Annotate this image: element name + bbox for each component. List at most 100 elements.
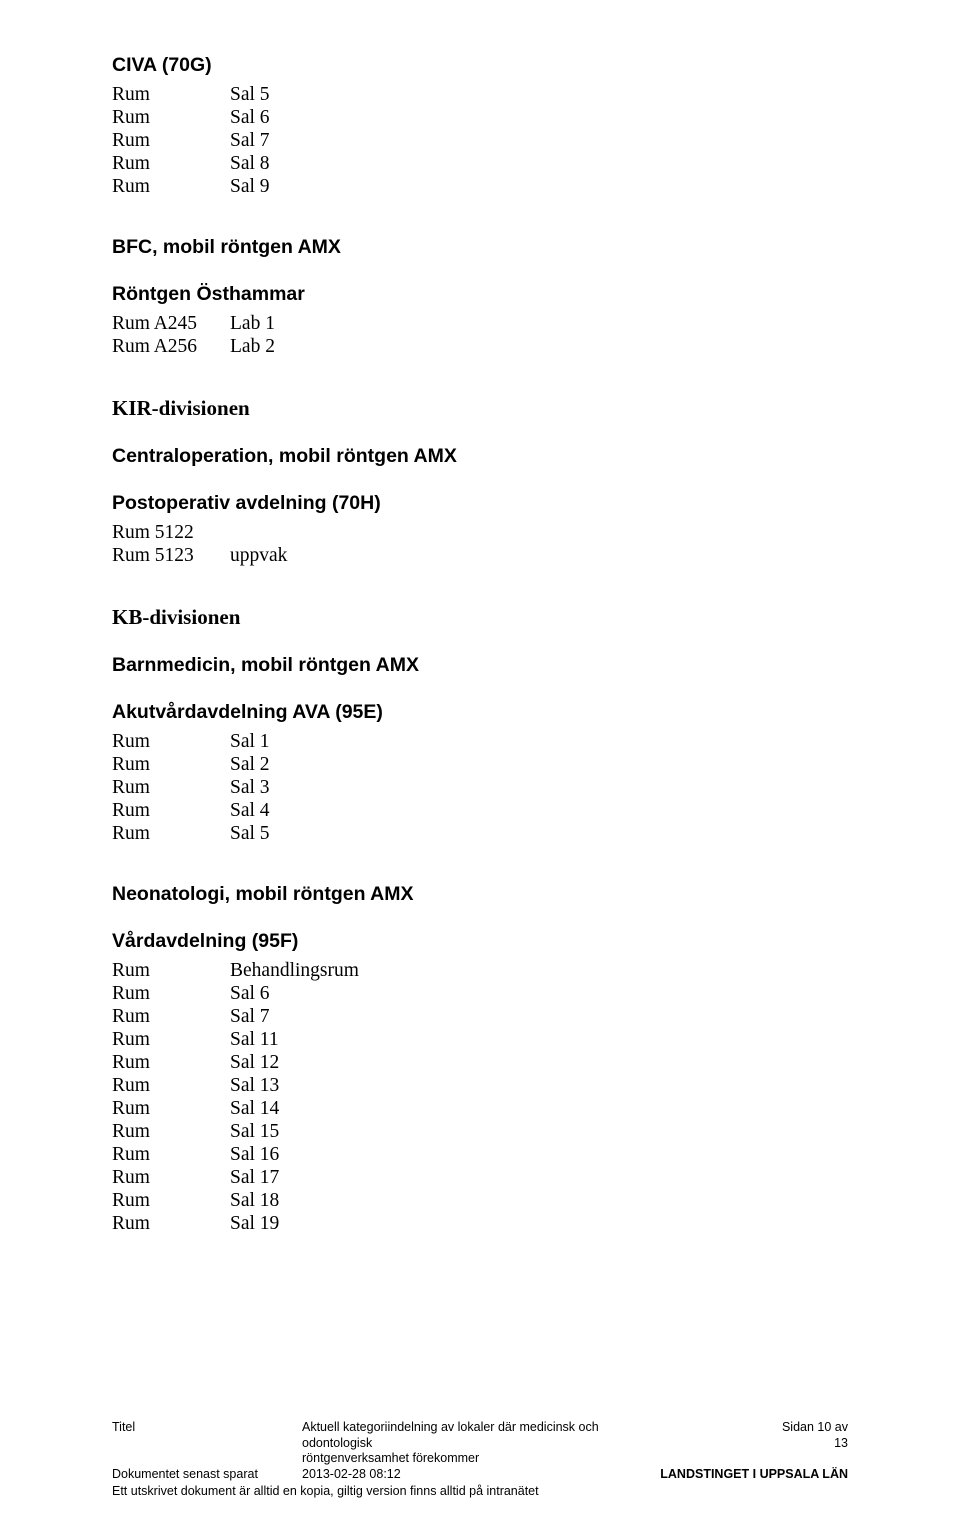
cell: Rum 5123 [112, 544, 230, 567]
cell: Sal 13 [230, 1074, 848, 1097]
table-row: RumSal 14 [112, 1097, 848, 1120]
cell: Sal 16 [230, 1143, 848, 1166]
cell: Rum [112, 959, 230, 982]
cell: Rum [112, 776, 230, 799]
cell: Sal 2 [230, 753, 848, 776]
cell: Rum A245 [112, 312, 230, 335]
table-row: Rum A245Lab 1 [112, 312, 848, 335]
cell: Sal 9 [230, 175, 848, 198]
footer-titel-label: Titel [112, 1420, 302, 1436]
cell: Rum [112, 730, 230, 753]
cell: Sal 19 [230, 1212, 848, 1235]
cell: Sal 17 [230, 1166, 848, 1189]
cell: Rum [112, 799, 230, 822]
heading-centraloperation: Centraloperation, mobil röntgen AMX [112, 445, 848, 468]
cell: Sal 12 [230, 1051, 848, 1074]
footer-saved-value: 2013-02-28 08:12 [302, 1467, 648, 1483]
cell: Rum [112, 1074, 230, 1097]
cell [230, 521, 848, 544]
cell: Rum [112, 1097, 230, 1120]
cell: Rum [112, 1120, 230, 1143]
footer-titel-line2: röntgenverksamhet förekommer [302, 1451, 648, 1467]
cell: Sal 3 [230, 776, 848, 799]
cell: Rum [112, 1166, 230, 1189]
cell: Sal 6 [230, 106, 848, 129]
table-row: RumSal 11 [112, 1028, 848, 1051]
cell: Sal 5 [230, 83, 848, 106]
footer-saved-label: Dokumentet senast sparat [112, 1467, 302, 1483]
cell: Rum 5122 [112, 521, 230, 544]
cell: Rum [112, 1051, 230, 1074]
heading-civa: CIVA (70G) [112, 54, 848, 77]
table-row: RumSal 12 [112, 1051, 848, 1074]
cell: Sal 7 [230, 1005, 848, 1028]
footer-page-line2: 13 [648, 1436, 848, 1452]
cell: Lab 2 [230, 335, 848, 358]
heading-bfc: BFC, mobil röntgen AMX [112, 236, 848, 259]
table-row: RumSal 13 [112, 1074, 848, 1097]
cell: Sal 4 [230, 799, 848, 822]
heading-barnmedicin: Barnmedicin, mobil röntgen AMX [112, 654, 848, 677]
heading-kb-division: KB-divisionen [112, 605, 848, 630]
cell: Rum [112, 129, 230, 152]
table-row: Rum A256Lab 2 [112, 335, 848, 358]
footer: Titel Aktuell kategoriindelning av lokal… [112, 1420, 848, 1500]
cell: Lab 1 [230, 312, 848, 335]
cell: Sal 11 [230, 1028, 848, 1051]
table-row: RumSal 6 [112, 106, 848, 129]
cell: Behandlingsrum [230, 959, 848, 982]
table-row: RumSal 18 [112, 1189, 848, 1212]
footer-org: LANDSTINGET I UPPSALA LÄN [648, 1467, 848, 1483]
cell: Sal 7 [230, 129, 848, 152]
table-row: RumSal 6 [112, 982, 848, 1005]
table-row: Rum 5123uppvak [112, 544, 848, 567]
cell: Sal 5 [230, 822, 848, 845]
cell: Sal 18 [230, 1189, 848, 1212]
cell: Rum [112, 152, 230, 175]
cell: Rum [112, 753, 230, 776]
cell: Rum [112, 982, 230, 1005]
footer-titel-line1: Aktuell kategoriindelning av lokaler där… [302, 1420, 648, 1451]
cell: Sal 1 [230, 730, 848, 753]
heading-akutvard: Akutvårdavdelning AVA (95E) [112, 701, 848, 724]
table-row: RumBehandlingsrum [112, 959, 848, 982]
cell: Rum [112, 1005, 230, 1028]
cell: Rum [112, 1028, 230, 1051]
table-row: RumSal 16 [112, 1143, 848, 1166]
table-row: RumSal 8 [112, 152, 848, 175]
heading-postoperativ: Postoperativ avdelning (70H) [112, 492, 848, 515]
cell: Rum [112, 1143, 230, 1166]
heading-vardavdelning: Vårdavdelning (95F) [112, 930, 848, 953]
cell: Sal 6 [230, 982, 848, 1005]
cell: Sal 14 [230, 1097, 848, 1120]
table-row: RumSal 9 [112, 175, 848, 198]
table-row: RumSal 5 [112, 83, 848, 106]
table-row: RumSal 1 [112, 730, 848, 753]
table-row: RumSal 15 [112, 1120, 848, 1143]
heading-osthammar: Röntgen Östhammar [112, 283, 848, 306]
cell: uppvak [230, 544, 848, 567]
cell: Rum [112, 175, 230, 198]
table-row: RumSal 7 [112, 1005, 848, 1028]
table-row: RumSal 2 [112, 753, 848, 776]
page: CIVA (70G) RumSal 5 RumSal 6 RumSal 7 Ru… [0, 0, 960, 1526]
table-row: RumSal 5 [112, 822, 848, 845]
table-row: RumSal 4 [112, 799, 848, 822]
cell: Sal 8 [230, 152, 848, 175]
footer-note: Ett utskrivet dokument är alltid en kopi… [112, 1484, 848, 1500]
cell: Rum A256 [112, 335, 230, 358]
footer-page-line1: Sidan 10 av [648, 1420, 848, 1436]
cell: Rum [112, 1212, 230, 1235]
cell: Rum [112, 822, 230, 845]
cell: Rum [112, 1189, 230, 1212]
cell: Sal 15 [230, 1120, 848, 1143]
table-row: Rum 5122 [112, 521, 848, 544]
table-row: RumSal 17 [112, 1166, 848, 1189]
table-row: RumSal 3 [112, 776, 848, 799]
table-row: RumSal 19 [112, 1212, 848, 1235]
heading-neonatologi: Neonatologi, mobil röntgen AMX [112, 883, 848, 906]
cell: Rum [112, 83, 230, 106]
heading-kir-division: KIR-divisionen [112, 396, 848, 421]
cell: Rum [112, 106, 230, 129]
table-row: RumSal 7 [112, 129, 848, 152]
